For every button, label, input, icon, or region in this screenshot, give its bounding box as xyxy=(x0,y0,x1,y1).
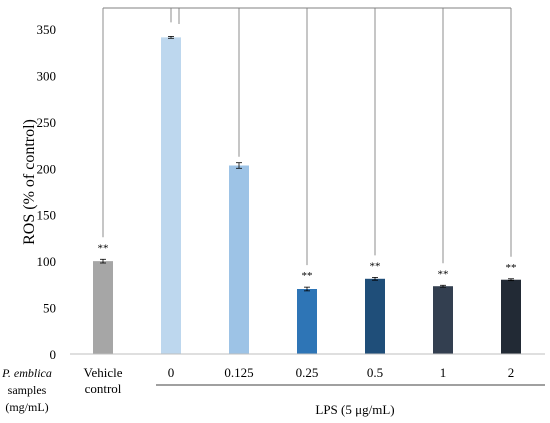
category-label: 0.25 xyxy=(296,365,319,380)
y-tick-label: 250 xyxy=(37,115,57,130)
bar xyxy=(93,261,113,354)
category-label: 0.5 xyxy=(367,365,383,380)
category-label: 2 xyxy=(508,365,515,380)
y-tick-label: 200 xyxy=(37,161,57,176)
significance-label: ** xyxy=(370,260,381,272)
y-axis-title: ROS (% of control) xyxy=(21,119,38,245)
y-tick-label: 100 xyxy=(37,254,57,269)
category-label: 0.125 xyxy=(224,365,253,380)
y-tick-label: 50 xyxy=(43,301,56,316)
category-label: Vehicle xyxy=(84,365,123,380)
y-tick-label: 350 xyxy=(37,22,57,37)
row-label-line: P. emblica xyxy=(1,366,52,380)
bar xyxy=(433,286,453,354)
y-tick-label: 150 xyxy=(37,208,57,223)
lps-group-label: LPS (5 μg/mL) xyxy=(315,402,394,417)
bar xyxy=(365,278,385,354)
significance-label: ** xyxy=(302,270,313,282)
bar xyxy=(501,279,521,354)
bars: ** ** ** ** ** xyxy=(70,36,545,355)
category-label: 0 xyxy=(168,365,175,380)
y-tick-label: 300 xyxy=(37,68,57,83)
y-tick-label: 0 xyxy=(50,347,57,362)
significance-label: ** xyxy=(506,262,517,274)
category-label: control xyxy=(85,381,122,396)
significance-label: ** xyxy=(438,268,449,280)
row-label-line: (mg/mL) xyxy=(5,400,48,414)
bar xyxy=(161,37,181,354)
comparison-brackets xyxy=(102,7,512,266)
bar xyxy=(297,289,317,354)
row-label-line: samples xyxy=(8,383,47,397)
significance-label: ** xyxy=(98,242,109,254)
category-label: 1 xyxy=(440,365,447,380)
y-axis: 0 50 100 150 200 250 300 350 xyxy=(37,22,57,362)
bar xyxy=(229,165,249,354)
row-label: P. emblica samples (mg/mL) xyxy=(1,366,52,414)
